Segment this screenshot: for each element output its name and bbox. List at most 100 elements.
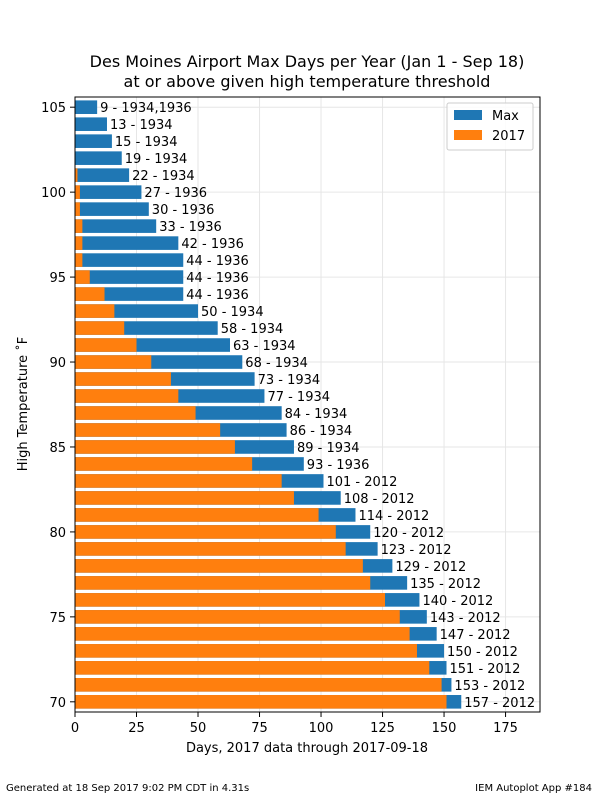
- bar-label: 13 - 1934: [110, 118, 173, 133]
- bar-max: [75, 134, 112, 148]
- bar-2017: [75, 287, 105, 301]
- bar-2017: [75, 355, 152, 369]
- y-tick-label: 95: [49, 271, 66, 286]
- bar-label: 120 - 2012: [373, 526, 444, 541]
- x-tick-label: 125: [370, 721, 395, 736]
- bar-max: [75, 100, 98, 114]
- x-axis-ticks: 0 25 50 75 100 125 150 175: [71, 712, 518, 736]
- y-axis-label: High Temperature ˚F: [15, 337, 31, 471]
- bar-2017: [75, 423, 221, 437]
- bar-2017: [75, 168, 78, 182]
- bar-2017: [75, 593, 385, 607]
- plot-frame: [74, 96, 541, 713]
- x-tick-label: 50: [190, 721, 207, 736]
- bar-label: 101 - 2012: [326, 475, 397, 490]
- x-tick-label: 150: [432, 721, 457, 736]
- bar-label: 147 - 2012: [440, 628, 511, 643]
- bar-label: 33 - 1936: [159, 220, 222, 235]
- bar-2017: [75, 270, 90, 284]
- x-tick-label: 0: [71, 721, 79, 736]
- bar-label: 108 - 2012: [344, 492, 415, 507]
- bar-2017: [75, 695, 447, 709]
- legend-label-max: Max: [492, 109, 519, 124]
- bar-max: [75, 253, 184, 267]
- footer-generated-text: Generated at 18 Sep 2017 9:02 PM CDT in …: [6, 783, 250, 794]
- bar-label: 19 - 1934: [125, 152, 188, 167]
- bar-label: 157 - 2012: [464, 696, 535, 711]
- bar-label: 30 - 1936: [152, 203, 215, 218]
- bar-label: 50 - 1934: [201, 305, 264, 320]
- bar-label: 27 - 1936: [144, 186, 207, 201]
- bar-label: 129 - 2012: [395, 560, 466, 575]
- x-tick-label: 175: [493, 721, 518, 736]
- bar-label: 151 - 2012: [450, 662, 521, 677]
- bar-2017: [75, 678, 442, 692]
- x-tick-label: 25: [128, 721, 145, 736]
- y-tick-label: 75: [49, 611, 66, 626]
- bar-2017: [75, 627, 410, 641]
- bar-label: 44 - 1936: [186, 254, 249, 269]
- bar-max: [75, 236, 179, 250]
- chart-subtitle: at or above given high temperature thres…: [124, 72, 491, 91]
- bar-label: 58 - 1934: [221, 322, 284, 337]
- bar-label: 42 - 1936: [181, 237, 244, 252]
- bar-max: [75, 117, 107, 131]
- bar-2017: [75, 542, 346, 556]
- bar-max: [75, 219, 157, 233]
- bar-2017: [75, 185, 80, 199]
- bar-2017: [75, 644, 417, 658]
- bar-2017: [75, 202, 80, 216]
- chart-title: Des Moines Airport Max Days per Year (Ja…: [90, 52, 525, 71]
- bar-label: 135 - 2012: [410, 577, 481, 592]
- y-tick-label: 100: [41, 186, 66, 201]
- bar-2017: [75, 321, 125, 335]
- bar-2017: [75, 474, 282, 488]
- bar-2017: [75, 491, 294, 505]
- bar-2017: [75, 661, 430, 675]
- bar-2017: [75, 253, 83, 267]
- bar-label: 153 - 2012: [454, 679, 525, 694]
- bar-2017: [75, 406, 196, 420]
- bar-label: 15 - 1934: [115, 135, 178, 150]
- bar-max: [75, 168, 130, 182]
- bar-2017: [75, 304, 115, 318]
- bar-label: 114 - 2012: [358, 509, 429, 524]
- bar-label: 86 - 1934: [290, 424, 353, 439]
- bar-label: 93 - 1936: [307, 458, 370, 473]
- bar-label: 63 - 1934: [233, 339, 296, 354]
- y-axis-ticks: 70 75 80 85 90 95 100 105: [41, 101, 75, 711]
- bar-label: 140 - 2012: [422, 594, 493, 609]
- bar-max: [75, 185, 142, 199]
- bar-2017: [75, 219, 83, 233]
- bar-max: [75, 151, 122, 165]
- bar-2017: [75, 236, 83, 250]
- bar-2017: [75, 389, 179, 403]
- bar-2017: [75, 338, 137, 352]
- bar-max: [75, 202, 149, 216]
- bar-label: 73 - 1934: [258, 373, 321, 388]
- bar-2017: [75, 457, 253, 471]
- bars-2017: [75, 168, 447, 709]
- legend-swatch-max: [454, 110, 482, 120]
- y-tick-label: 80: [49, 526, 66, 541]
- bar-2017: [75, 508, 319, 522]
- y-tick-label: 85: [49, 441, 66, 456]
- chart: Des Moines Airport Max Days per Year (Ja…: [15, 52, 541, 756]
- bar-2017: [75, 559, 363, 573]
- x-tick-label: 75: [251, 721, 268, 736]
- x-tick-label: 100: [309, 721, 334, 736]
- bar-label: 84 - 1934: [285, 407, 348, 422]
- footer-app-id: IEM Autoplot App #184: [475, 783, 592, 794]
- bar-label: 9 - 1934,1936: [100, 101, 192, 116]
- bar-2017: [75, 372, 171, 386]
- legend-label-2017: 2017: [492, 129, 525, 144]
- bar-label: 44 - 1936: [186, 271, 249, 286]
- legend-swatch-2017: [454, 130, 482, 140]
- y-tick-label: 70: [49, 696, 66, 711]
- bar-2017: [75, 440, 235, 454]
- bar-label: 68 - 1934: [245, 356, 308, 371]
- bar-label: 77 - 1934: [267, 390, 330, 405]
- bar-2017: [75, 576, 371, 590]
- bar-max: [75, 270, 184, 284]
- y-tick-label: 105: [41, 101, 66, 116]
